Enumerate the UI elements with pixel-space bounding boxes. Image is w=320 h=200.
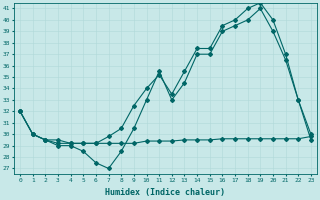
X-axis label: Humidex (Indice chaleur): Humidex (Indice chaleur): [106, 188, 226, 197]
